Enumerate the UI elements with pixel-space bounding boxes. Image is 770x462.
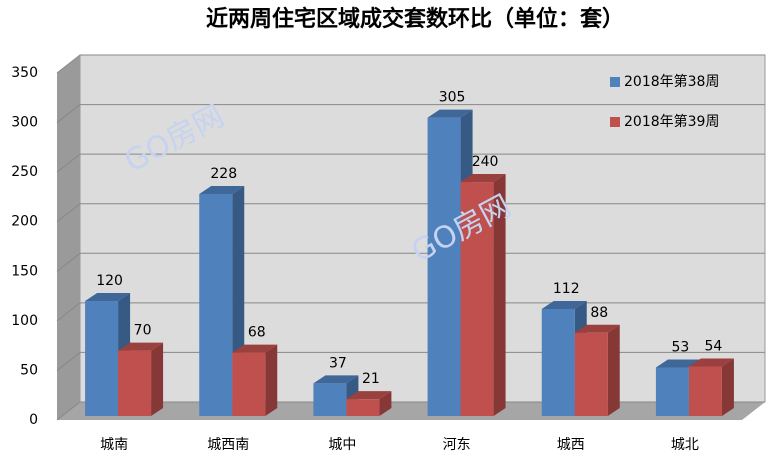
x-tick-label: 城南	[100, 437, 128, 453]
grid-line	[56, 203, 81, 223]
y-tick-label: 300	[11, 115, 38, 131]
bar-top	[655, 359, 701, 368]
y-tick-label: 0	[29, 412, 38, 428]
bar-top	[85, 293, 131, 302]
bar	[118, 350, 152, 416]
bar-top	[199, 185, 245, 194]
bar-top	[118, 342, 164, 351]
y-tick-label: 350	[11, 65, 38, 81]
bar-top	[346, 391, 392, 400]
bar	[313, 383, 347, 416]
bar-top	[460, 174, 506, 183]
data-label: 305	[439, 90, 466, 106]
data-label: 70	[134, 323, 152, 339]
grid-line	[56, 352, 81, 371]
bar-side	[379, 391, 392, 416]
grid-line	[56, 54, 81, 74]
data-label: 37	[329, 355, 347, 371]
bar	[232, 352, 266, 416]
data-label: 112	[553, 281, 580, 297]
back-wall	[79, 54, 766, 403]
x-tick-label: 城西南	[207, 437, 249, 453]
bar	[460, 182, 494, 416]
x-tick-label: 城中	[328, 437, 356, 453]
bar	[346, 399, 380, 416]
y-tick-label: 250	[11, 164, 38, 180]
data-label: 88	[590, 305, 608, 321]
bar-top	[688, 358, 734, 367]
bar	[574, 332, 608, 416]
data-label: 54	[705, 338, 723, 354]
bar	[688, 366, 722, 416]
x-tick-label: 城北	[671, 437, 699, 453]
bar-top	[232, 344, 278, 353]
y-tick-label: 100	[11, 313, 38, 329]
grid-line	[56, 104, 81, 123]
chart-title: 近两周住宅区域成交套数环比（单位：套）	[206, 6, 624, 32]
bar-side	[151, 342, 164, 416]
legend-swatch	[610, 77, 620, 87]
bar-side	[607, 324, 620, 416]
y-tick-label: 50	[20, 362, 38, 378]
legend-label: 2018年第39周	[624, 113, 719, 130]
legend-swatch	[610, 117, 620, 127]
data-label: 240	[472, 154, 499, 170]
x-tick-label: 城西	[557, 437, 585, 453]
bar-top	[574, 324, 620, 333]
bar-side	[265, 344, 278, 416]
bar-top	[313, 375, 359, 384]
grid-line	[56, 252, 81, 272]
bar-side	[721, 358, 734, 416]
bar-side	[493, 174, 506, 416]
bar-top	[541, 300, 587, 309]
y-tick-label: 150	[11, 263, 38, 279]
bar-top	[427, 109, 473, 118]
bar	[427, 117, 461, 416]
data-label: 21	[362, 371, 380, 387]
data-label: 228	[210, 166, 237, 182]
bar	[85, 301, 119, 416]
grid-line	[56, 302, 81, 322]
bar	[655, 367, 689, 416]
data-label: 68	[248, 325, 266, 341]
bar	[541, 308, 575, 416]
y-tick-label: 200	[11, 214, 38, 230]
side-wall	[57, 55, 80, 420]
x-tick-label: 河东	[443, 437, 471, 453]
bar	[199, 193, 233, 416]
grid-line	[56, 153, 81, 173]
data-label: 53	[672, 339, 690, 355]
grid-line	[56, 401, 81, 421]
legend-label: 2018年第38周	[624, 73, 719, 90]
data-label: 120	[96, 273, 123, 289]
